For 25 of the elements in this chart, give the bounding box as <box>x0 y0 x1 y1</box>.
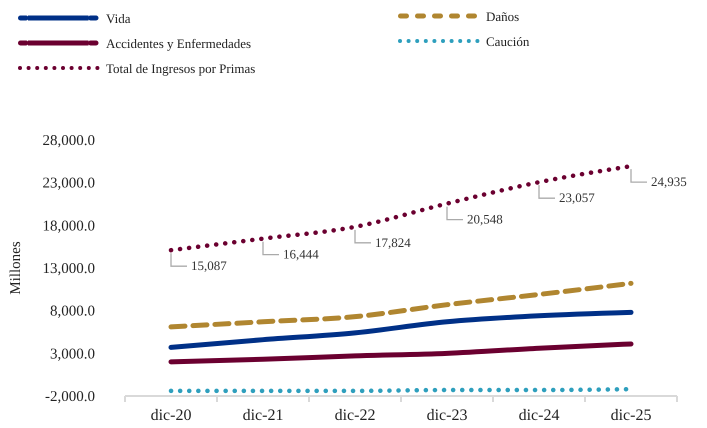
legend-label: Accidentes y Enfermedades <box>106 36 252 51</box>
y-tick-label: -2,000.0 <box>45 389 95 405</box>
x-tick-label: dic-24 <box>518 407 560 424</box>
x-tick-label: dic-25 <box>610 407 652 424</box>
data-label: 20,548 <box>467 212 503 227</box>
legend-label: Total de Ingresos por Primas <box>106 61 256 76</box>
x-tick-label: dic-23 <box>426 407 468 424</box>
y-tick-label: 13,000.0 <box>42 261 95 277</box>
x-tick-label: dic-22 <box>334 407 376 424</box>
data-label: 23,057 <box>559 190 596 206</box>
y-tick-label: 28,000.0 <box>42 133 95 149</box>
x-tick-label: dic-21 <box>242 407 284 424</box>
y-axis-title: Millones <box>8 241 24 295</box>
data-label: 24,935 <box>651 174 687 190</box>
y-tick-label: 23,000.0 <box>42 176 95 192</box>
y-tick-label: 18,000.0 <box>42 218 95 234</box>
x-tick-label: dic-20 <box>150 407 192 424</box>
data-label: 16,444 <box>283 246 320 262</box>
y-tick-label: 8,000.0 <box>50 304 95 320</box>
data-label: 17,824 <box>375 234 412 250</box>
data-label: 15,087 <box>191 258 228 274</box>
legend-label: Caución <box>486 34 530 49</box>
legend-label: Daños <box>486 9 520 24</box>
y-tick-label: 3,000.0 <box>50 346 95 362</box>
legend-label: Vida <box>106 11 131 26</box>
